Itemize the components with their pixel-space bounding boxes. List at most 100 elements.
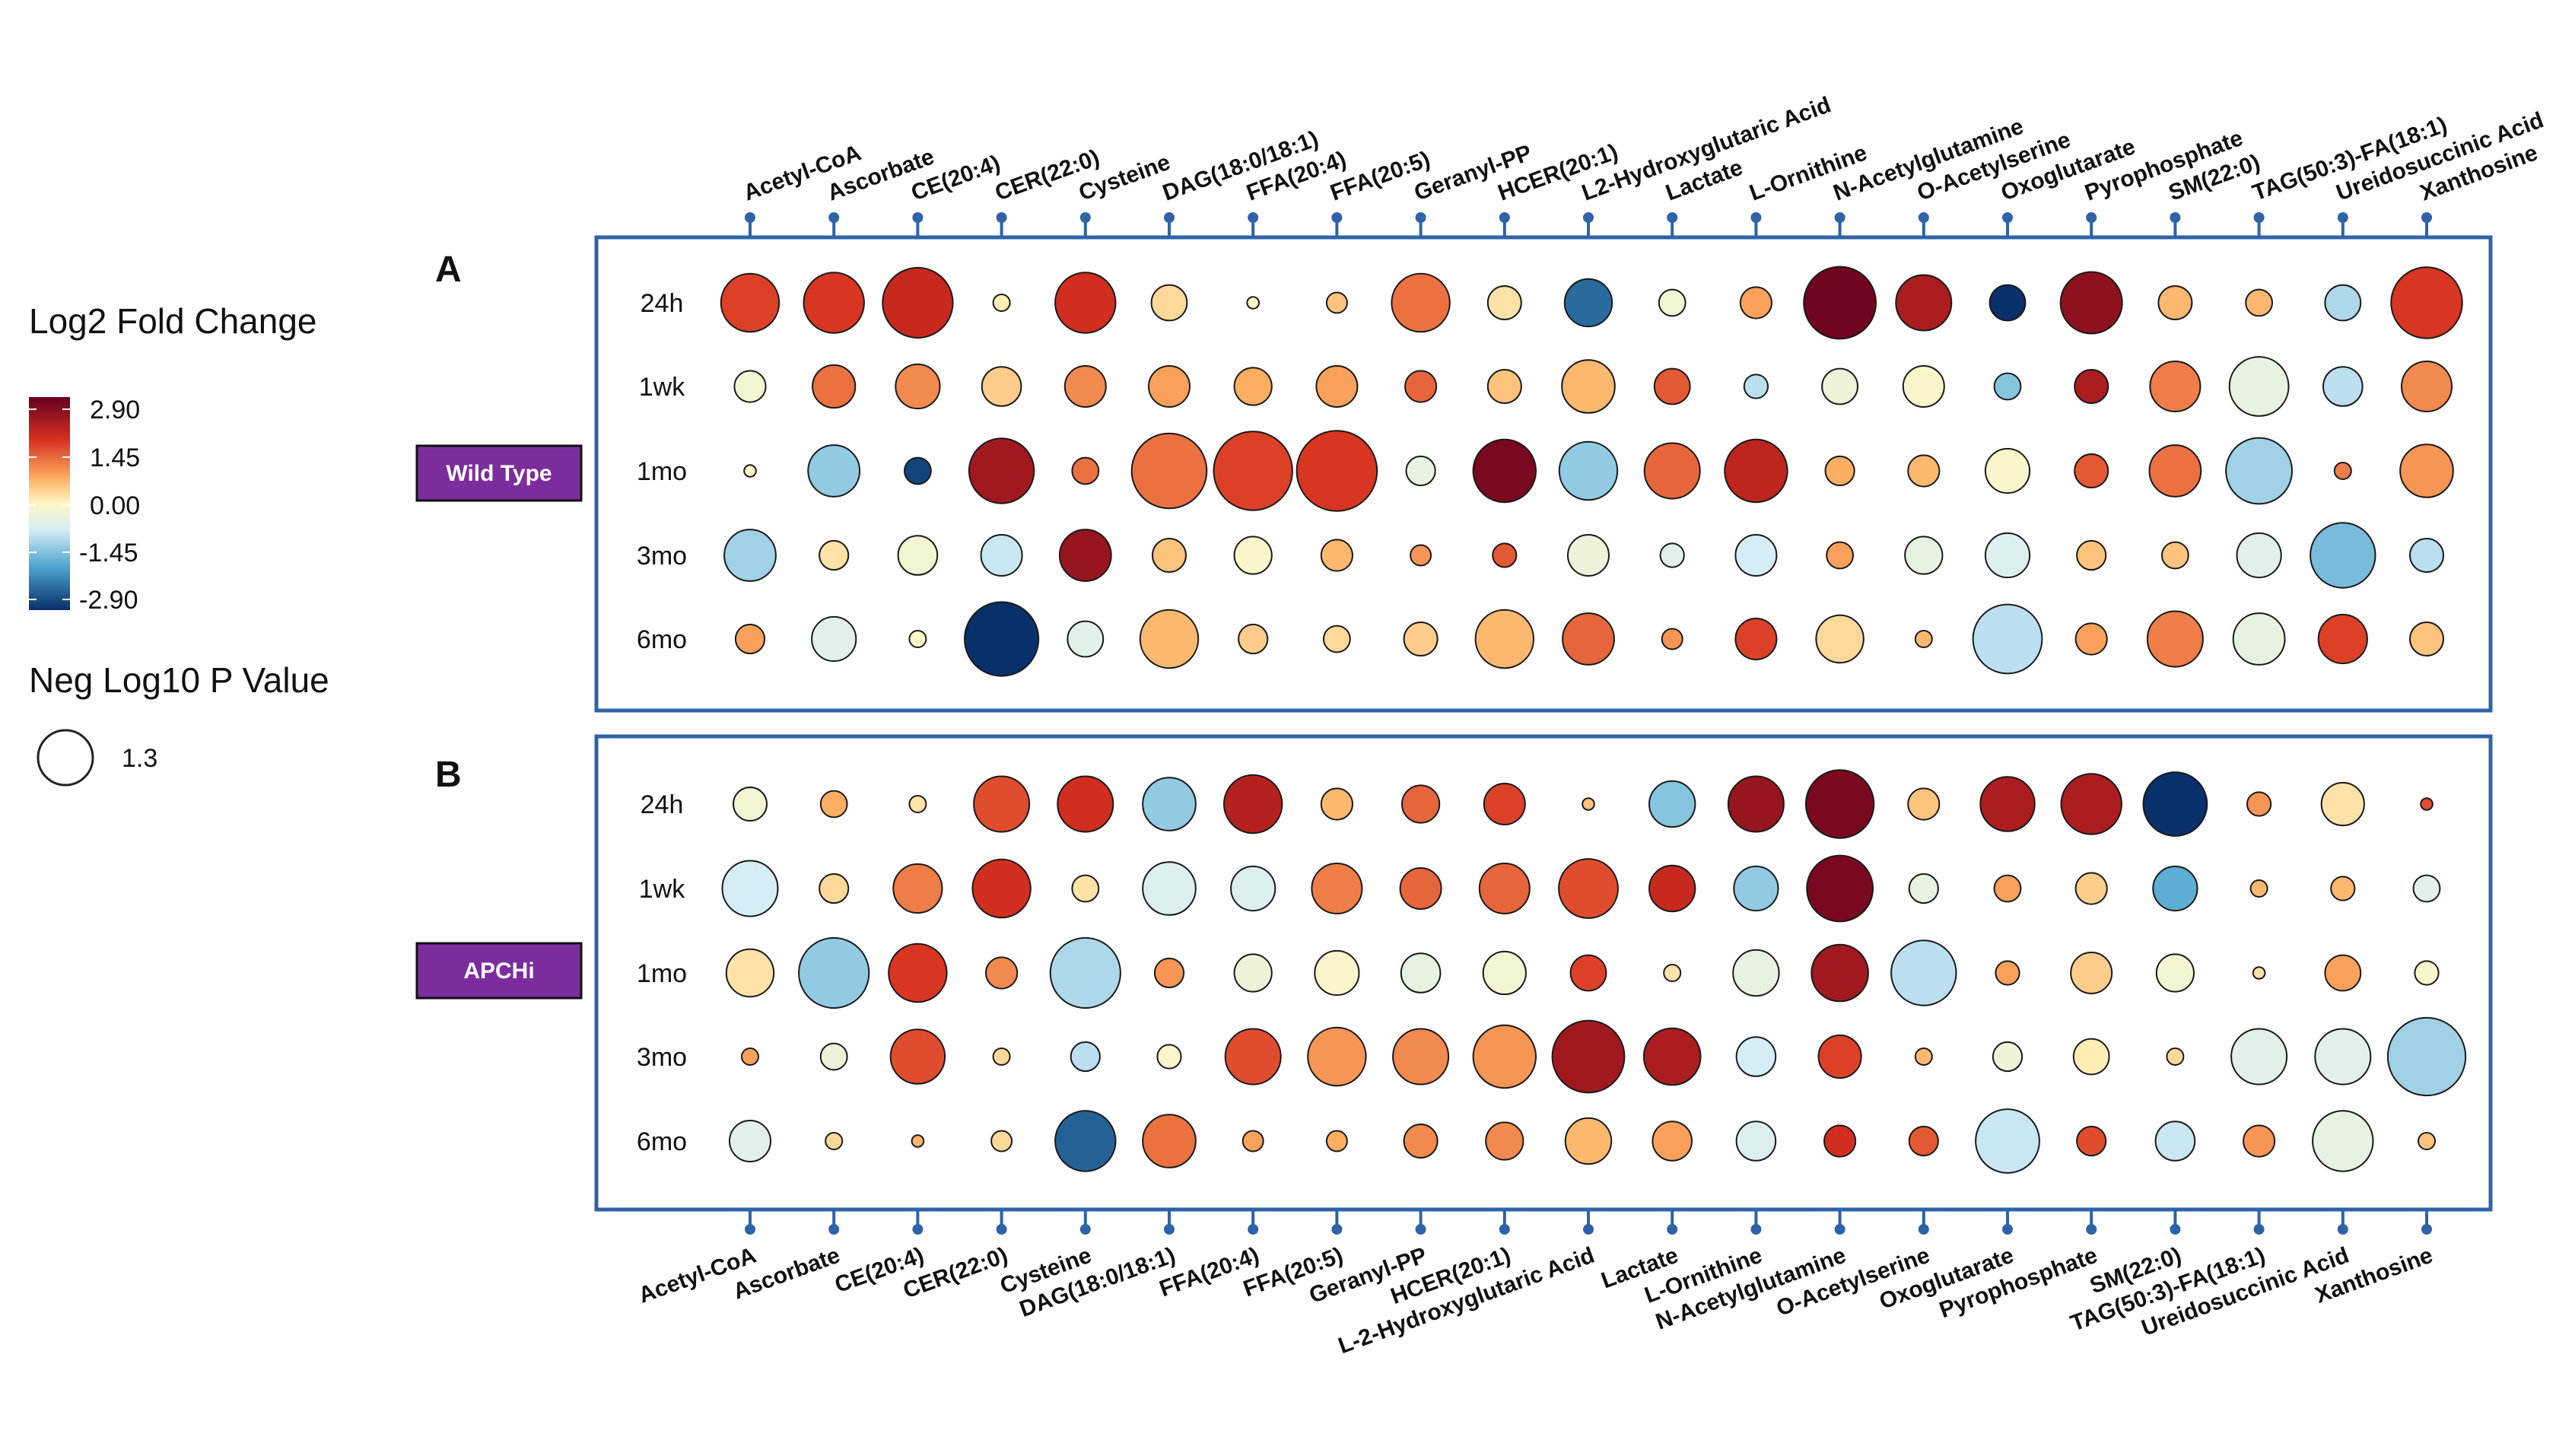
bubble [2324, 954, 2362, 992]
bubble [1139, 609, 1200, 669]
panel-frame-a [594, 235, 2493, 713]
bubble [1311, 863, 1363, 914]
row-label: 3mo [637, 1043, 687, 1072]
bubble [1975, 1108, 2040, 1174]
bubble [992, 1047, 1011, 1066]
bubble [1142, 1114, 1197, 1168]
bubble [1727, 775, 1785, 833]
row-label: 24h [641, 790, 684, 819]
bubble [1049, 936, 1121, 1009]
bubble [1478, 863, 1531, 914]
axis-tick-dot [2170, 212, 2181, 223]
bubble [1320, 539, 1354, 572]
bubble [1058, 529, 1112, 582]
bubble [1558, 440, 1619, 501]
bubble [968, 437, 1035, 504]
bubble [2074, 453, 2109, 488]
bubble [725, 948, 775, 998]
bubble [1569, 954, 1607, 992]
bubble [1739, 286, 1772, 319]
bubble [1492, 542, 1518, 568]
bubble [803, 272, 865, 334]
bubble [741, 1047, 759, 1066]
bubble [1067, 620, 1105, 658]
axis-tick-dot [828, 212, 840, 223]
axis-tick-dot [2421, 1224, 2432, 1235]
bubble [2418, 1132, 2436, 1150]
bubble [1320, 787, 1354, 821]
bubble [2317, 613, 2368, 665]
bubble [1071, 456, 1100, 485]
bubble [892, 863, 943, 914]
bubble [2152, 865, 2198, 912]
axis-tick-dot [1164, 212, 1175, 223]
bubble [980, 534, 1023, 577]
bubble [1642, 1027, 1702, 1086]
bubble [2074, 622, 2108, 656]
axis-tick-dot [2086, 212, 2097, 223]
group-label: Wild Type [446, 461, 552, 486]
bubble [1401, 784, 1441, 824]
bubble [1735, 1121, 1777, 1162]
bubble [1295, 430, 1378, 512]
bubble [1063, 365, 1107, 408]
bubble [723, 529, 777, 582]
bubble [1070, 1041, 1101, 1073]
axis-tick-dot [2086, 1224, 2097, 1235]
bubble [1979, 776, 2036, 832]
bubble [1823, 1124, 1857, 1158]
bubble [2330, 876, 2356, 901]
bubble [1567, 534, 1610, 577]
bubble [721, 860, 779, 917]
bubble [1989, 284, 2027, 322]
bubble [2161, 541, 2189, 570]
bubble [2414, 960, 2440, 986]
bubble [2225, 437, 2294, 505]
bubble [2148, 444, 2202, 498]
bubble [1993, 874, 2022, 903]
bubble [1658, 288, 1687, 317]
axis-tick-dot [2002, 212, 2013, 223]
bubble [1826, 541, 1855, 570]
bubble [819, 873, 850, 904]
bubble [2401, 361, 2453, 412]
bubble [1804, 769, 1875, 839]
bubble [1733, 865, 1779, 912]
bubble [812, 364, 857, 409]
bubble [1314, 949, 1360, 997]
bubble [981, 366, 1022, 407]
axis-tick-dot [2170, 1224, 2181, 1235]
bubble [1482, 950, 1527, 996]
bubble [1908, 1125, 1939, 1157]
color-tick-label: 2.90 [90, 396, 140, 424]
chart-marks: 24h1wk1mo3mo6mo24h1wk1mo3mo6moAcetyl-CoA… [635, 92, 2547, 1359]
bubble [2399, 443, 2454, 498]
bubble [729, 1120, 771, 1162]
bubble [1233, 367, 1273, 406]
bubble [1993, 372, 2022, 401]
bubble [2246, 791, 2272, 817]
axis-tick-dot [1583, 212, 1594, 223]
bubble [1071, 874, 1100, 903]
bubble [904, 456, 932, 485]
bubble [1995, 960, 2020, 986]
axis-tick-dot [1499, 1224, 1510, 1235]
bubble [985, 956, 1019, 990]
bubble [1659, 542, 1685, 568]
bubble [1410, 544, 1432, 567]
bubble [720, 272, 780, 333]
axis-tick-dot [1079, 1224, 1091, 1235]
bubble [1142, 861, 1197, 916]
panel-letter-a: A [435, 250, 462, 290]
bubble [1806, 854, 1874, 923]
bubble [1735, 1036, 1777, 1077]
bubble [1824, 455, 1855, 487]
axis-tick-dot [2253, 1224, 2265, 1235]
axis-tick-dot [1834, 212, 1845, 223]
bubble [2314, 1028, 2372, 1086]
bubble [2230, 1028, 2288, 1086]
row-label: 1mo [637, 457, 687, 486]
bubble [1230, 865, 1276, 912]
axis-tick-dot [1499, 212, 1510, 223]
bubble [807, 444, 861, 498]
